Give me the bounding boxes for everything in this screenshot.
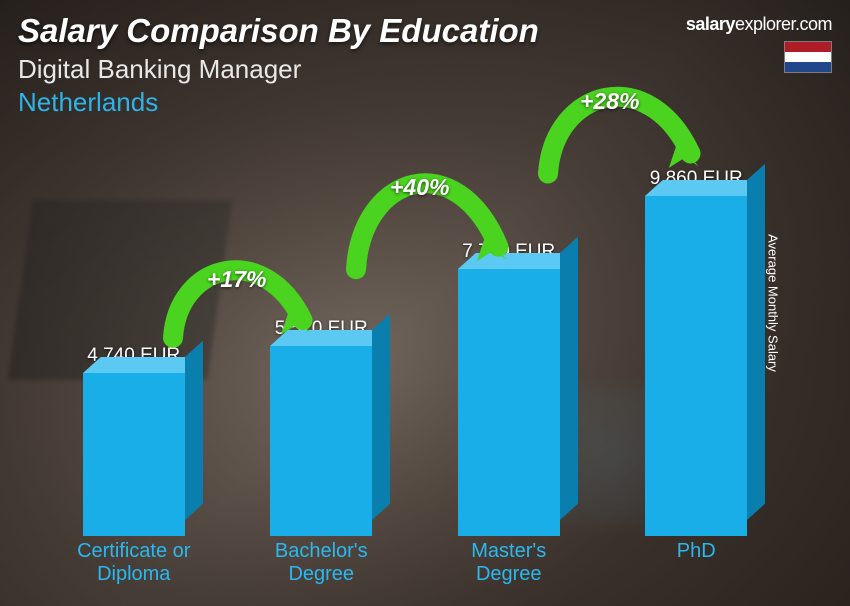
category-label: Master'sDegree [415,540,603,586]
category-label: Bachelor'sDegree [228,540,416,586]
bar-front-face [458,269,560,536]
category-labels-row: Certificate orDiplomaBachelor'sDegreeMas… [40,540,790,586]
bar-3d [83,373,185,536]
brand-part-b: explorer [735,14,795,34]
country-flag-icon [784,41,832,73]
bar-3d [645,196,747,536]
flag-stripe [785,62,831,72]
increase-percent-label: +17% [207,266,266,293]
bar-group: 9,860 EUR [603,168,791,536]
bar-3d [270,346,372,536]
flag-stripe [785,42,831,52]
bar-front-face [83,373,185,536]
brand-block: salaryexplorer.com [686,14,832,73]
bar-group: 4,740 EUR [40,345,228,536]
bar-side-face [372,314,390,520]
increase-percent-label: +40% [390,174,449,201]
category-label: PhD [603,540,791,586]
bar-side-face [185,341,203,520]
y-axis-label: Average Monthly Salary [766,234,781,372]
bar-3d [458,269,560,536]
brand-logo-text: salaryexplorer.com [686,14,832,35]
category-label: Certificate orDiploma [40,540,228,586]
brand-part-c: .com [795,14,832,34]
bar-side-face [747,164,765,520]
flag-stripe [785,52,831,62]
bar-side-face [560,237,578,520]
brand-part-a: salary [686,14,735,34]
increase-arrow: +40% [348,160,523,300]
bar-front-face [645,196,747,536]
increase-arrow: +17% [165,252,325,362]
country-name: Netherlands [18,87,832,118]
bar-front-face [270,346,372,536]
